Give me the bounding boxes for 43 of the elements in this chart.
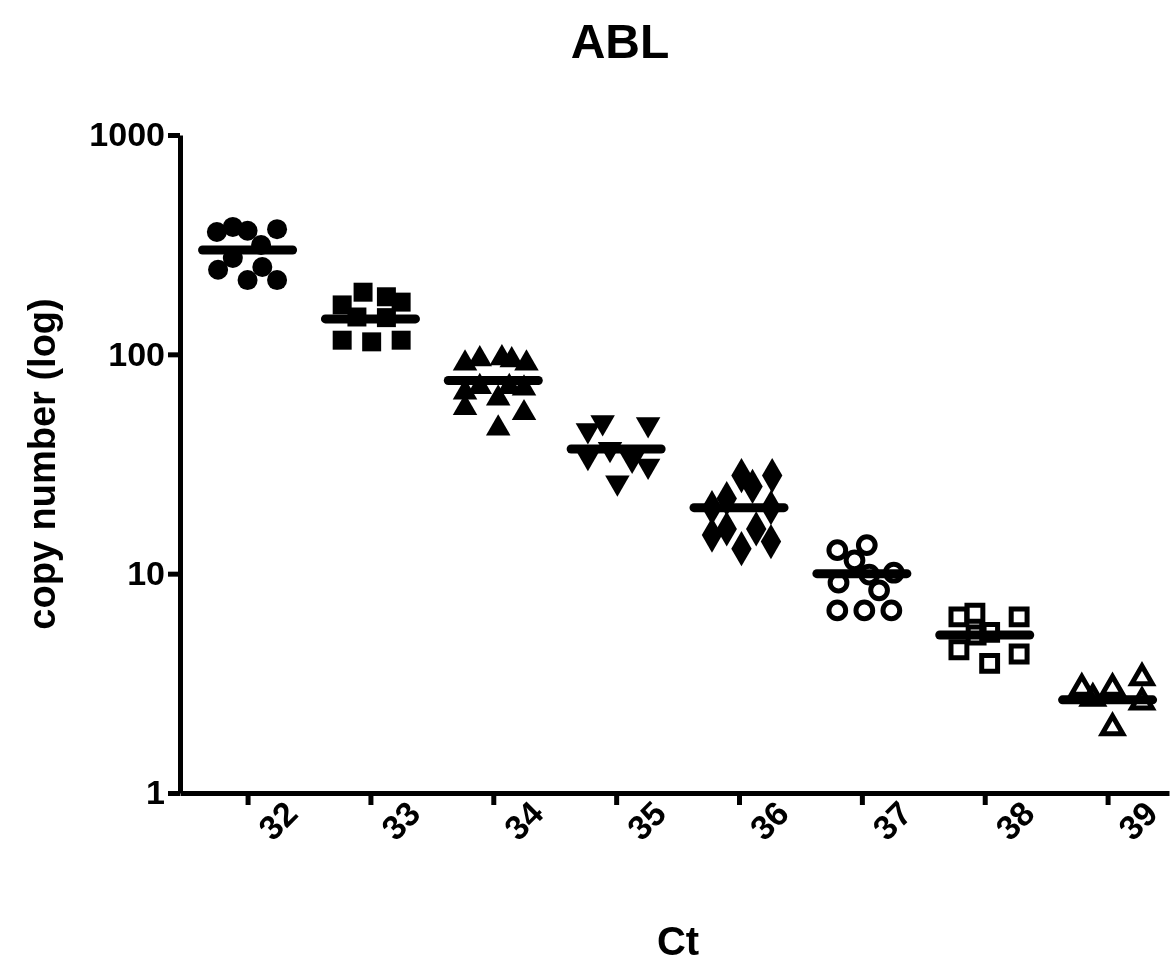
x-tick-label: 34 xyxy=(496,793,551,848)
x-tick-label: 36 xyxy=(742,793,796,848)
y-tick-label: 1000 xyxy=(89,115,165,154)
point xyxy=(979,652,1001,674)
point xyxy=(267,219,288,240)
point xyxy=(362,332,382,352)
point xyxy=(858,563,881,586)
point xyxy=(868,579,890,602)
x-tick-label: 33 xyxy=(373,793,428,848)
point xyxy=(948,606,970,628)
x-tick-label: 37 xyxy=(865,793,919,848)
x-tick-label: 39 xyxy=(1110,793,1165,848)
point xyxy=(332,295,352,315)
point xyxy=(353,282,373,302)
point xyxy=(332,330,352,350)
point xyxy=(843,549,866,572)
y-tick-label: 100 xyxy=(108,334,165,373)
point xyxy=(206,222,227,243)
point xyxy=(853,599,876,622)
point xyxy=(267,270,288,291)
point xyxy=(826,599,849,622)
point xyxy=(880,599,903,622)
x-axis-title: Ct xyxy=(656,919,700,963)
point xyxy=(1008,643,1030,665)
x-tick-label: 35 xyxy=(619,793,674,848)
point xyxy=(882,561,905,584)
point xyxy=(855,534,878,556)
point xyxy=(391,292,411,312)
point xyxy=(252,257,273,278)
point xyxy=(964,602,986,624)
y-tick-label: 1 xyxy=(146,773,165,812)
y-tick-label: 10 xyxy=(127,554,165,593)
y-axis-title: copy number (log) xyxy=(21,298,63,630)
point xyxy=(237,220,258,241)
point xyxy=(391,330,411,350)
point xyxy=(237,270,258,291)
chart-title: ABL xyxy=(570,15,670,68)
point xyxy=(208,259,229,280)
x-tick-label: 32 xyxy=(250,793,305,848)
point xyxy=(1008,606,1030,628)
point xyxy=(948,639,970,661)
x-tick-label: 38 xyxy=(988,793,1042,848)
point xyxy=(826,539,849,561)
